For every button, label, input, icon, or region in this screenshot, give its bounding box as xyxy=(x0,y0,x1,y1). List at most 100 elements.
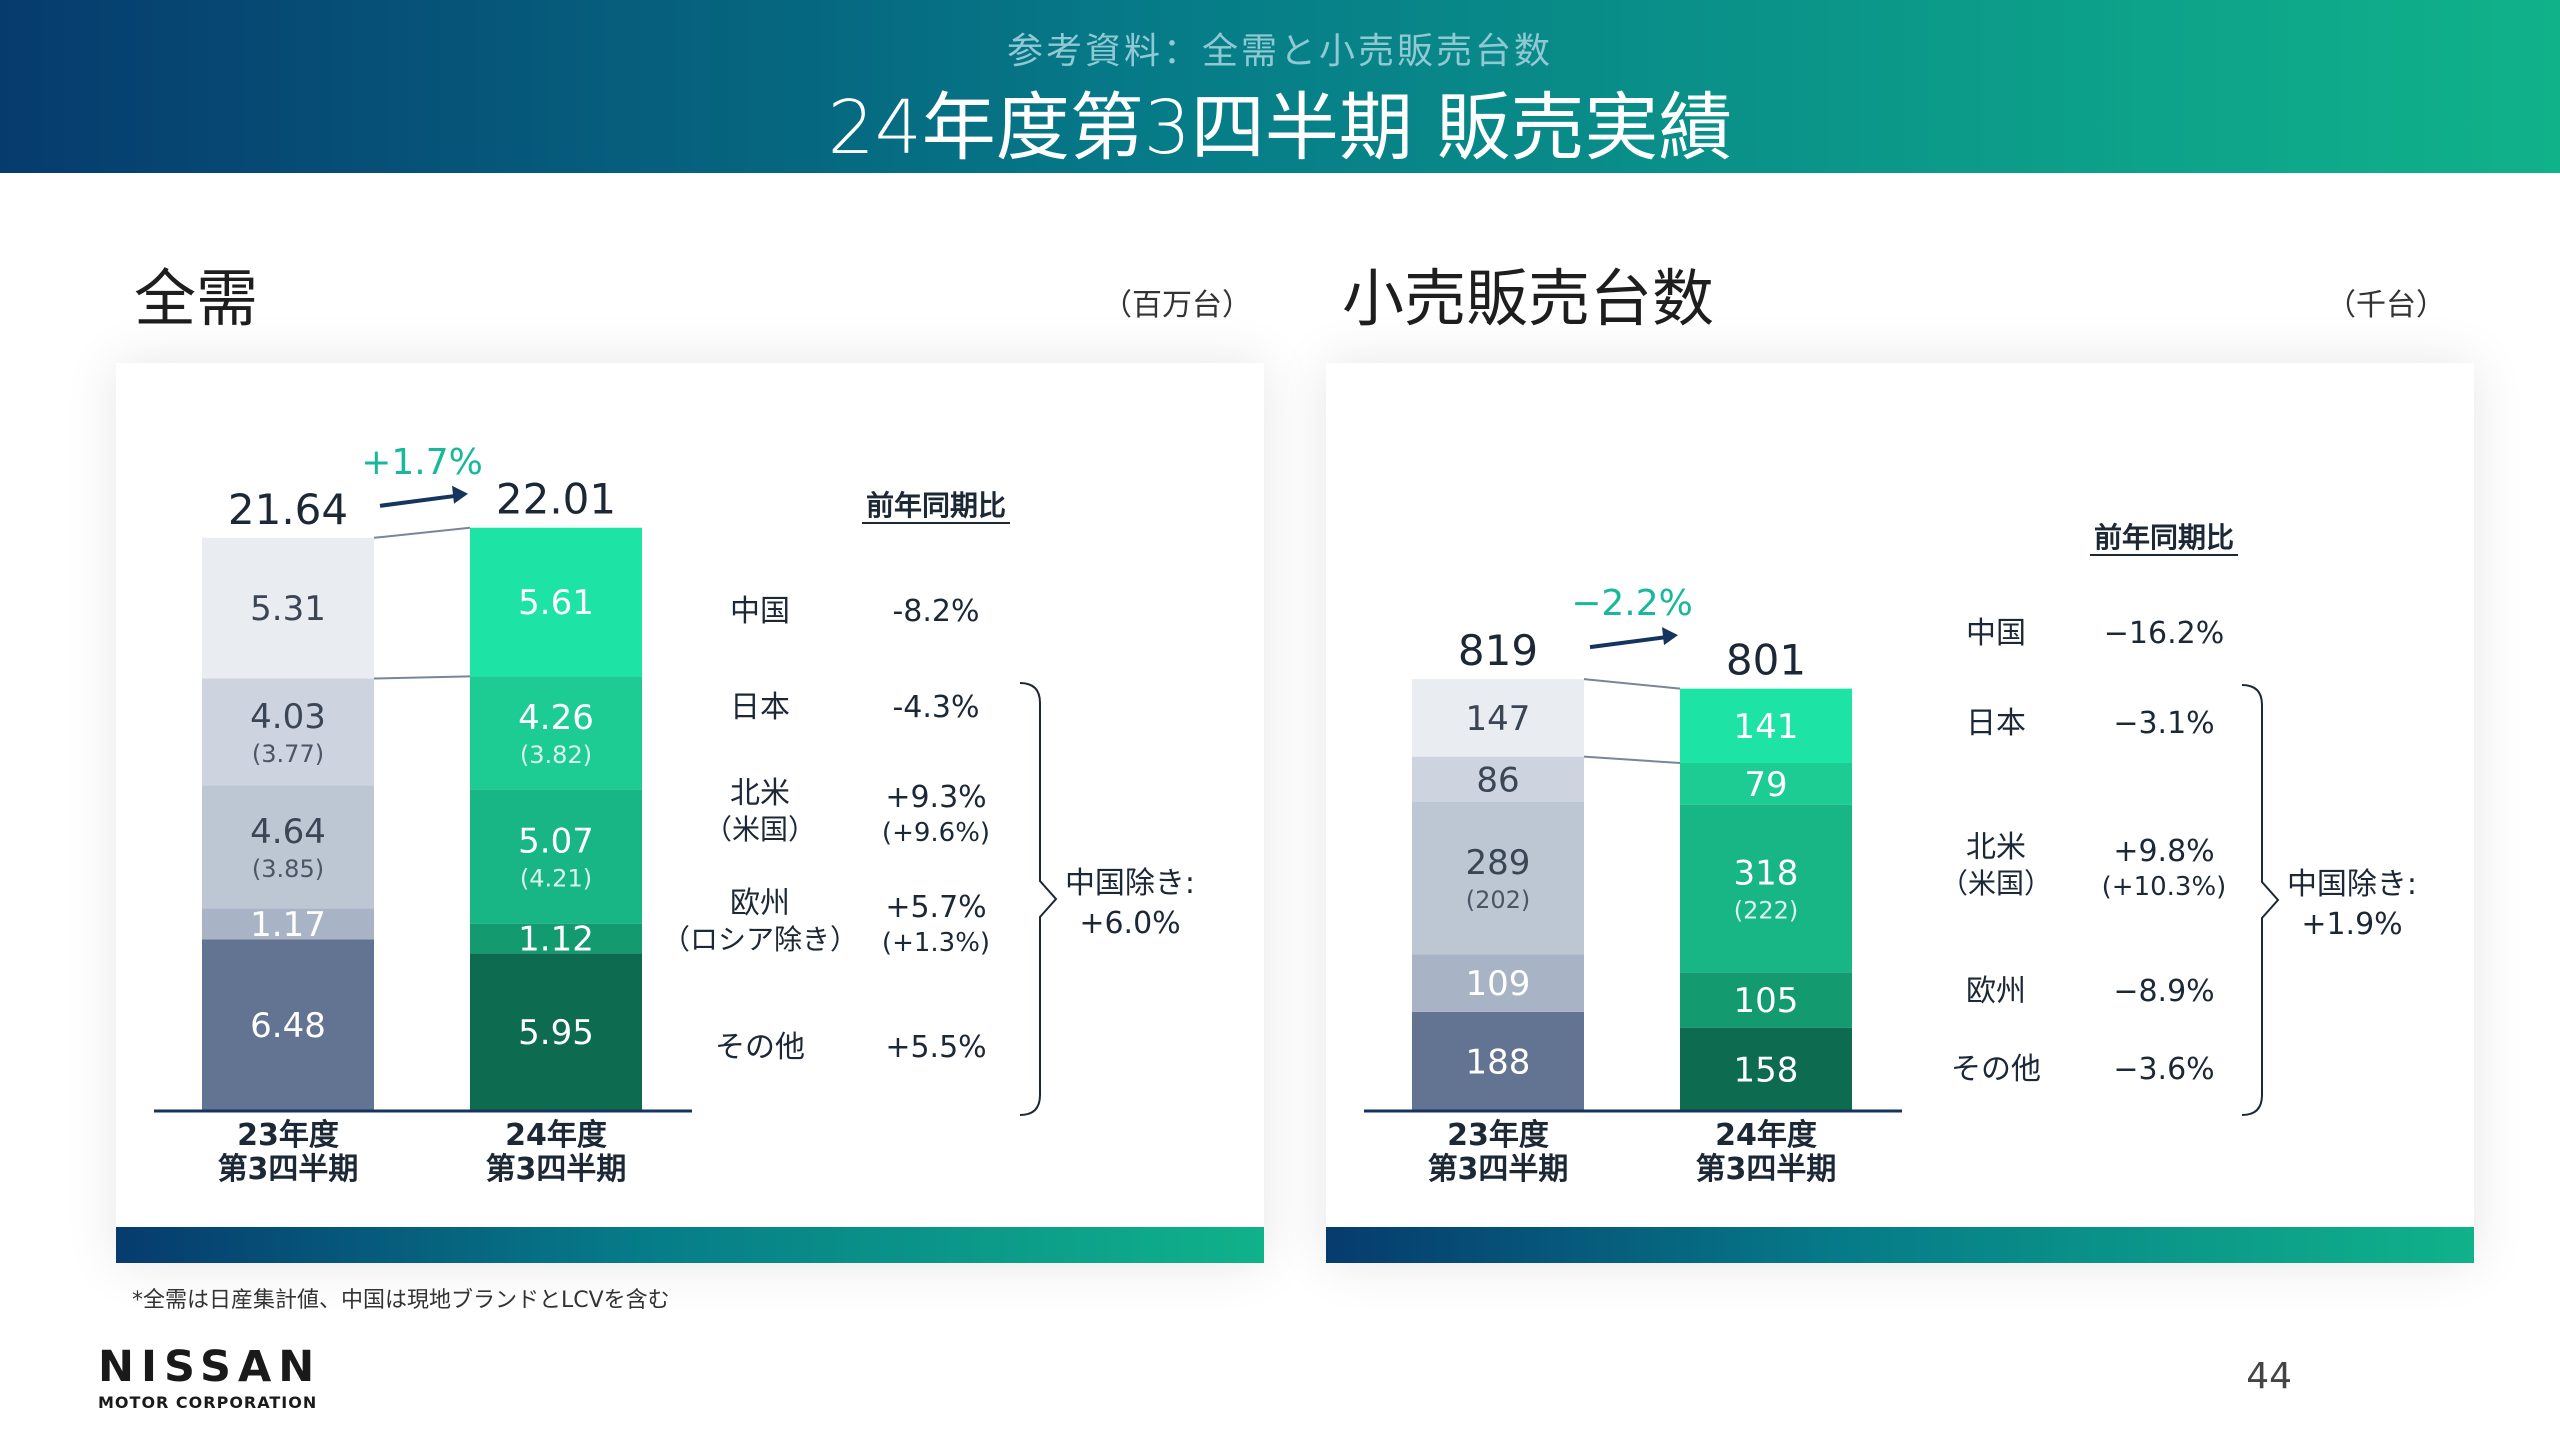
region-name: 中国 xyxy=(1966,616,2026,651)
yoy-sub-value: (+1.3%) xyxy=(882,928,990,958)
slide-subtitle: 参考資料：全需と小売販売台数 xyxy=(1006,31,1553,72)
category-label: 第3四半期 xyxy=(218,1152,359,1187)
region-name: 日本 xyxy=(1966,706,2026,741)
bar-segment xyxy=(470,923,642,954)
connector-line xyxy=(373,675,471,680)
bar-segment xyxy=(202,939,374,1111)
bar-segment xyxy=(1680,1027,1852,1111)
bar-value-label: 5.07 xyxy=(518,821,594,861)
bar-total-label: 22.01 xyxy=(496,475,616,524)
category-label: 23年度 xyxy=(1447,1118,1549,1153)
yoy-value: +9.3% xyxy=(885,780,986,815)
nissan-logo: NISSAN MOTOR CORPORATION xyxy=(98,1342,322,1413)
logo-wordmark: NISSAN xyxy=(98,1342,322,1392)
bar-segment xyxy=(470,676,642,790)
connector-line xyxy=(1583,755,1681,764)
bar-value-label: 188 xyxy=(1466,1042,1531,1082)
yoy-value: −3.6% xyxy=(2113,1052,2214,1087)
bar-value-label: 141 xyxy=(1734,707,1799,747)
bar-value-label: 79 xyxy=(1744,765,1787,805)
bar-segment xyxy=(1680,972,1852,1028)
category-label: 第3四半期 xyxy=(1696,1152,1837,1187)
bar-segment xyxy=(1412,756,1584,803)
bar-segment xyxy=(470,789,642,924)
bar-value-label: 147 xyxy=(1466,699,1531,739)
region-name: その他 xyxy=(1951,1052,2041,1087)
category-label: 第3四半期 xyxy=(1428,1152,1569,1187)
bar-segment xyxy=(1412,679,1584,757)
bar-segment xyxy=(1680,804,1852,973)
bar-value-label: 318 xyxy=(1734,853,1799,893)
yoy-sub-value: (+9.6%) xyxy=(882,818,990,848)
bar-segment xyxy=(1680,762,1852,805)
page-number: 44 xyxy=(2246,1356,2292,1397)
bar-segment xyxy=(1412,802,1584,955)
bar-total-label: 21.64 xyxy=(228,485,348,534)
bar-segment xyxy=(470,953,642,1111)
bar-value-label: 6.48 xyxy=(250,1006,326,1046)
category-label: 24年度 xyxy=(1715,1118,1817,1153)
bar-segment xyxy=(202,785,374,909)
bracket xyxy=(2241,684,2280,1116)
panel-accent-bar xyxy=(1326,1227,2474,1263)
total-demand-panel: 6.48 1.17 4.64 (3.85) 4.03 (3.77) 5.31 5.95 1.12… xyxy=(116,363,1264,1263)
bar-segment xyxy=(1412,1011,1584,1111)
total-demand-chart: 6.48 1.17 4.64 (3.85) 4.03 (3.77) 5.31 5.95 1.12… xyxy=(154,442,1195,1187)
region-subname: （ロシア除き） xyxy=(662,923,858,956)
bar-sub-label: (4.21) xyxy=(520,864,592,892)
region-name: 欧州 xyxy=(730,886,790,921)
panel-accent-bar xyxy=(116,1227,1264,1263)
region-name: 欧州 xyxy=(1966,974,2026,1009)
connector-line xyxy=(373,526,471,539)
change-arrow-head xyxy=(1662,627,1678,646)
change-arrow-head xyxy=(452,485,468,504)
region-subname: （米国） xyxy=(1940,867,2052,900)
change-arrow xyxy=(1589,635,1667,650)
bar-value-label: 105 xyxy=(1734,981,1799,1021)
bar-value-label: 158 xyxy=(1734,1050,1799,1090)
yoy-value: −3.1% xyxy=(2113,706,2214,741)
category-label: 23年度 xyxy=(237,1118,339,1153)
yoy-header: 前年同期比 xyxy=(866,489,1006,522)
bracket-label: +6.0% xyxy=(1079,906,1180,941)
bar-value-label: 4.64 xyxy=(250,812,326,852)
bar-value-label: 109 xyxy=(1466,964,1531,1004)
region-name: 中国 xyxy=(730,594,790,629)
bar-segment xyxy=(470,527,642,677)
yoy-value: +5.7% xyxy=(885,890,986,925)
bar-sub-label: (222) xyxy=(1734,896,1799,924)
bar-value-label: 4.26 xyxy=(518,698,594,738)
bar-value-label: 4.03 xyxy=(250,697,326,737)
bar-value-label: 289 xyxy=(1466,843,1531,883)
bar-segment xyxy=(1412,954,1584,1012)
region-subname: （米国） xyxy=(704,813,816,846)
bracket-label: 中国除き: xyxy=(2287,867,2417,902)
left-unit-label: （百万台） xyxy=(1102,288,1252,323)
yoy-sub-value: (+10.3%) xyxy=(2102,872,2227,902)
bar-sub-label: (3.85) xyxy=(252,855,324,883)
yoy-value: −16.2% xyxy=(2104,616,2224,651)
connector-line xyxy=(1583,678,1681,690)
bar-segment xyxy=(202,537,374,679)
right-unit-label: （千台） xyxy=(2326,288,2446,323)
change-percent: −2.2% xyxy=(1571,583,1693,624)
yoy-value: +9.8% xyxy=(2113,834,2214,869)
change-percent: +1.7% xyxy=(361,442,483,483)
region-name: その他 xyxy=(715,1030,805,1065)
bracket-label: +1.9% xyxy=(2301,907,2402,942)
bar-value-label: 5.95 xyxy=(518,1013,594,1053)
bar-value-label: 5.61 xyxy=(518,583,594,623)
retail-sales-panel: 188 109 289 (202) 86 147 158 105 318 (222) 79 141 81… xyxy=(1326,363,2474,1263)
bar-total-label: 801 xyxy=(1726,636,1806,685)
left-section-title: 全需 xyxy=(134,262,259,335)
bracket-label: 中国除き: xyxy=(1065,866,1195,901)
bar-sub-label: (3.77) xyxy=(252,740,324,768)
bar-segment xyxy=(202,678,374,786)
category-label: 第3四半期 xyxy=(486,1152,627,1187)
change-arrow xyxy=(379,493,457,508)
retail-sales-chart: 188 109 289 (202) 86 147 158 105 318 (222) 79 141 81… xyxy=(1364,521,2417,1187)
bracket xyxy=(1019,682,1058,1116)
bar-value-label: 86 xyxy=(1476,760,1519,800)
bar-segment xyxy=(202,908,374,940)
footnote: *全需は日産集計値、中国は現地ブランドとLCVを含む xyxy=(132,1288,670,1313)
